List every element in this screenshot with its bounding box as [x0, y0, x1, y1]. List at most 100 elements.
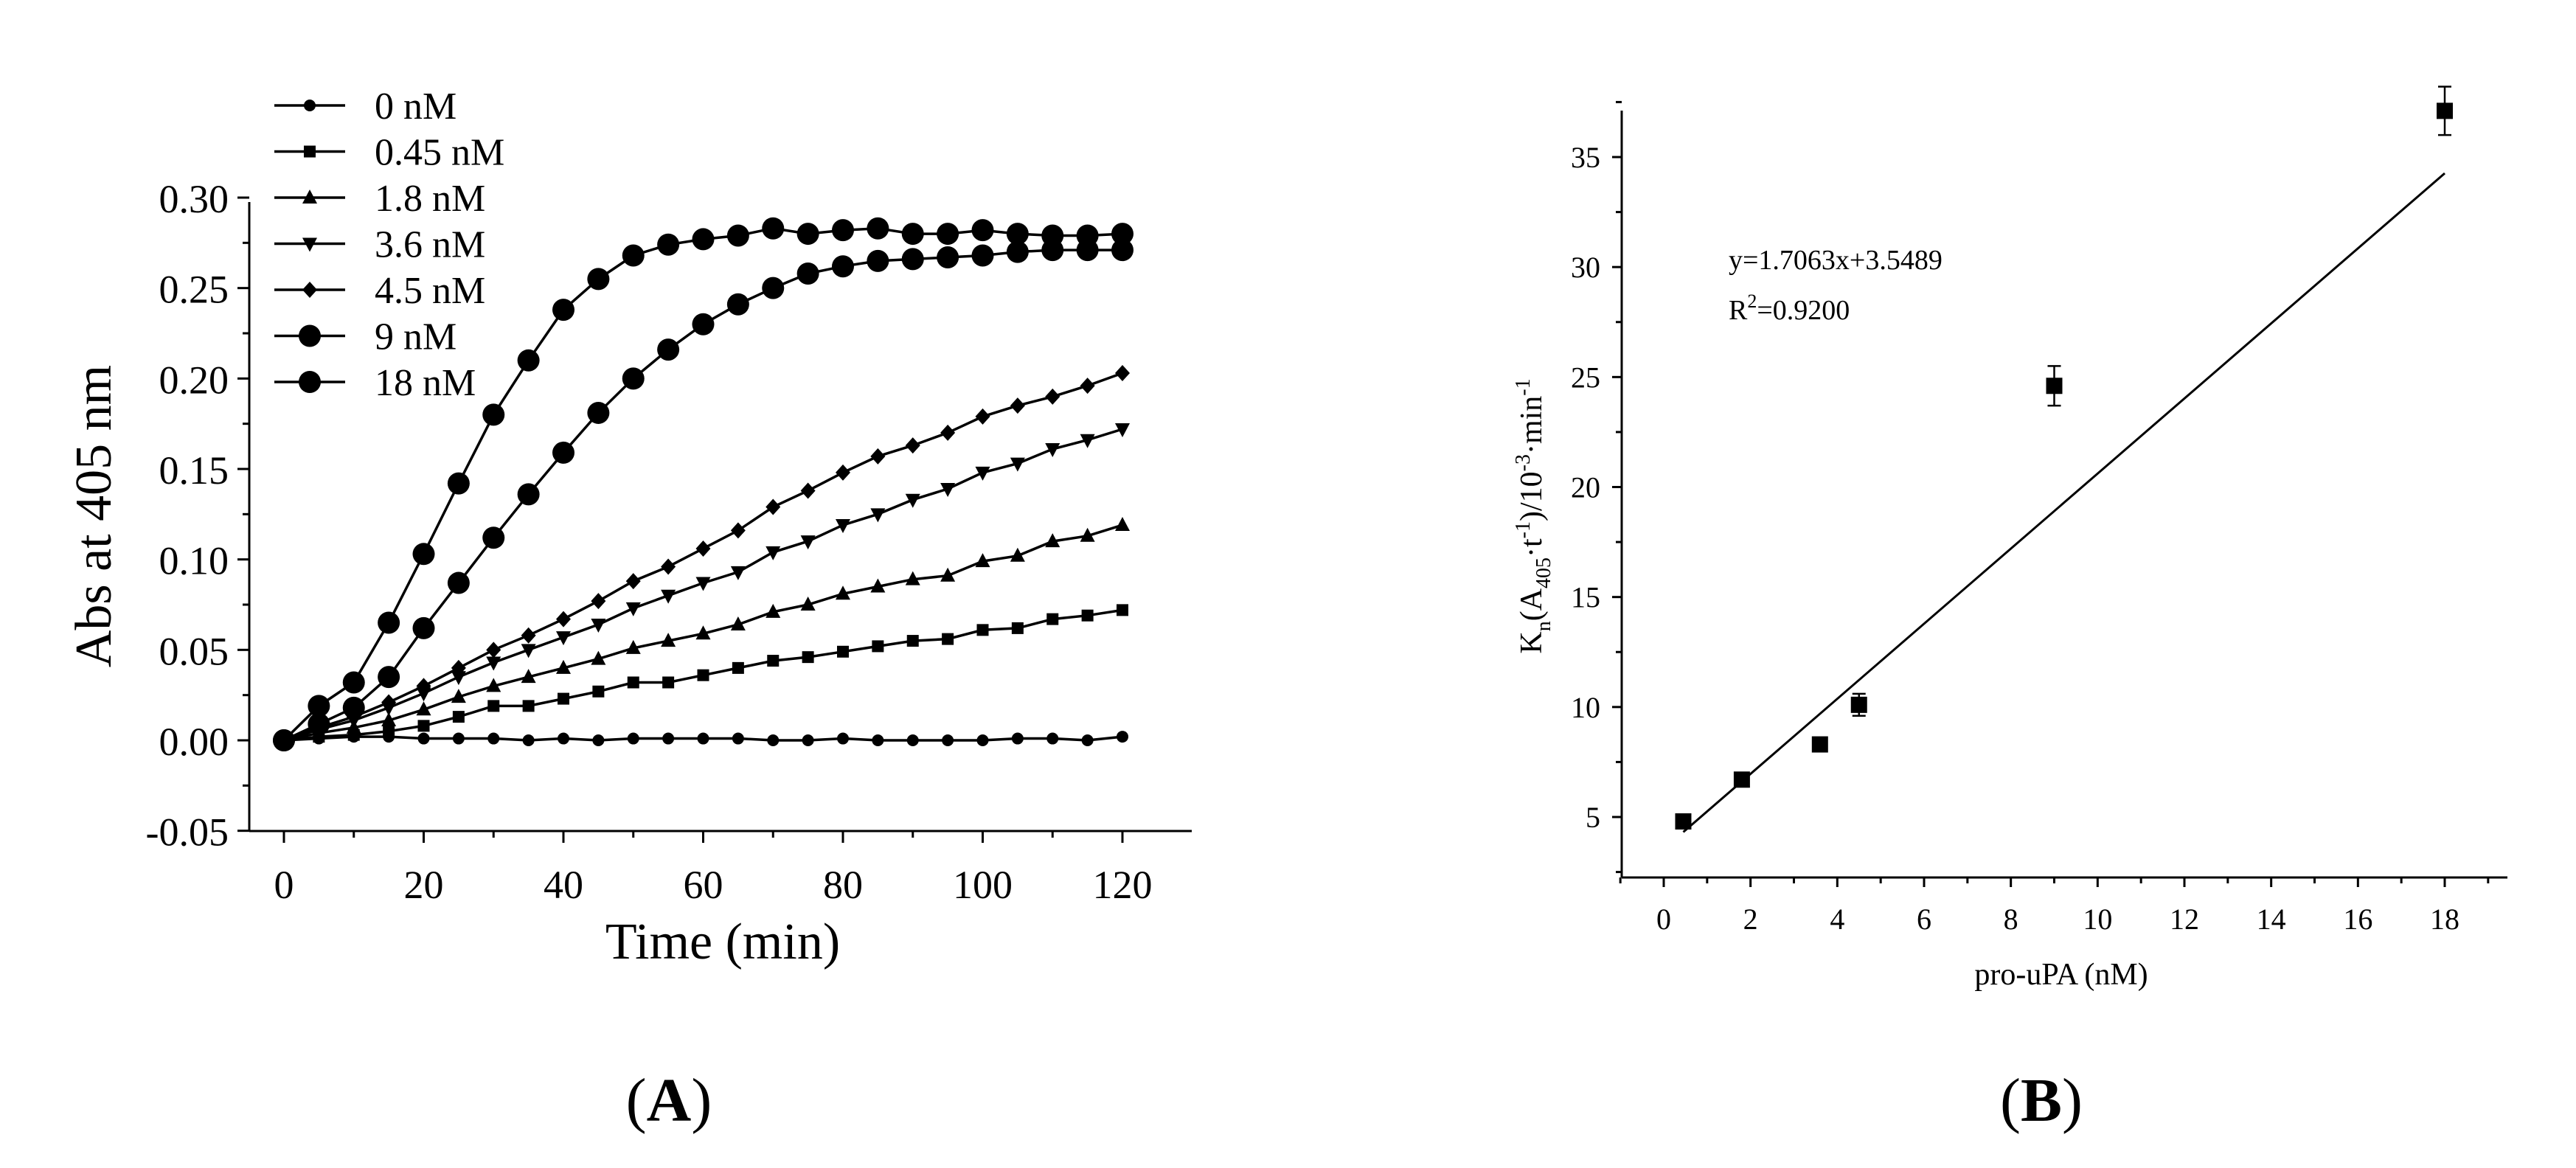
panel-b-x-tick-label: 12 [2170, 903, 2199, 936]
data-point [1080, 378, 1095, 394]
data-point [872, 640, 884, 653]
data-point [486, 678, 501, 692]
data-point [447, 571, 470, 594]
panel-a-y-tick-label: 0.30 [159, 177, 229, 221]
data-point [558, 732, 569, 745]
data-point [732, 661, 744, 674]
data-point [381, 694, 397, 711]
data-point [901, 223, 924, 246]
data-point [765, 498, 781, 515]
legend-label: 4.5 nM [375, 270, 485, 312]
data-point [901, 248, 924, 271]
data-point [942, 633, 954, 645]
panel-a-label-letter: A [647, 1066, 692, 1135]
data-point [556, 659, 571, 674]
data-point [416, 687, 431, 702]
legend-marker [302, 237, 317, 252]
data-point [942, 734, 954, 746]
data-point [730, 566, 746, 580]
data-point [1081, 609, 1094, 622]
data-point [1115, 364, 1130, 381]
legend-marker [299, 371, 321, 393]
data-point [452, 732, 465, 745]
data-point [378, 611, 400, 634]
panel-b-points [1675, 86, 2453, 830]
data-point [800, 482, 816, 499]
data-point [487, 700, 500, 712]
data-point [1111, 239, 1133, 262]
data-point [800, 597, 816, 611]
panel-b-chart: 5 10 15 20 25 30 35 0 2 4 6 8 10 12 14 16 18 y=1.7063x+… [1512, 86, 2507, 1135]
data-point [486, 656, 501, 671]
panel-a-chart: -0.05 0.00 0.05 0.10 0.15 0.20 0.25 0.30 0 20 40 6… [66, 86, 1192, 1135]
data-point [802, 734, 814, 746]
data-point [906, 635, 919, 647]
legend-marker [302, 190, 317, 204]
data-point [1045, 388, 1060, 405]
data-point [940, 482, 956, 497]
panel-b-fit [1682, 172, 2445, 833]
data-point [627, 732, 639, 745]
data-point [1010, 547, 1025, 562]
data-point [447, 472, 470, 495]
data-point [976, 624, 989, 636]
data-point [726, 293, 749, 316]
data-point [695, 540, 711, 557]
panel-a-x-tick-label: 20 [404, 863, 444, 907]
legend-entry: 9 nM [274, 316, 456, 358]
data-point [1046, 732, 1059, 745]
data-point [870, 578, 886, 593]
data-point [2437, 86, 2453, 136]
r-squared-value: =0.9200 [1757, 295, 1850, 326]
data-point [697, 732, 709, 745]
data-point [796, 263, 819, 285]
data-point [486, 642, 501, 658]
data-point [1850, 692, 1867, 717]
data-point [591, 593, 606, 610]
panel-b-x-tick-label: 6 [1917, 903, 1931, 936]
data-point [836, 464, 850, 481]
data-point [1076, 224, 1099, 247]
data-point [837, 732, 849, 745]
panel-a-x-tick-label: 80 [823, 863, 863, 907]
data-point [1081, 734, 1094, 746]
data-point [975, 408, 990, 425]
data-point [971, 244, 994, 267]
panel-b-y-tick-label: 20 [1571, 471, 1600, 504]
panel-a-x-tick-label: 100 [953, 863, 1013, 907]
legend-marker [299, 324, 321, 347]
data-point [796, 223, 819, 246]
data-point [800, 535, 816, 550]
data-point [872, 734, 884, 746]
panel-a-y-label: Abs at 405 nm [66, 365, 122, 667]
data-point [661, 633, 676, 647]
panel-b-y-tick-label: 35 [1571, 141, 1600, 174]
data-point [521, 669, 536, 684]
data-point [767, 734, 780, 746]
legend-entry: 4.5 nM [274, 270, 485, 312]
legend-label: 1.8 nM [375, 178, 485, 220]
data-point [940, 424, 956, 441]
data-point [482, 403, 505, 426]
data-point [1041, 224, 1064, 247]
data-point [308, 712, 330, 735]
data-point [657, 233, 680, 256]
panel-b-x-tick-label: 18 [2430, 903, 2459, 936]
data-point [662, 732, 675, 745]
legend-label: 3.6 nM [375, 224, 485, 266]
panel-b-y-label: Kn(A405·t-1)/10-3·min-1 [1512, 378, 1555, 653]
data-point [976, 734, 989, 746]
data-point [1010, 397, 1025, 414]
panel-a-x-label: Time (min) [605, 914, 840, 970]
point-marker [2046, 378, 2063, 394]
data-point [517, 349, 540, 372]
panel-a-x-ticks: 0 20 40 60 80 100 120 [274, 831, 1153, 907]
data-point [1006, 240, 1029, 263]
panel-a-label: (A) [626, 1066, 712, 1135]
data-point [592, 685, 605, 698]
data-point [662, 676, 675, 689]
data-point [767, 655, 780, 667]
data-point [832, 255, 854, 278]
data-point [556, 611, 571, 628]
data-point [1111, 223, 1133, 246]
